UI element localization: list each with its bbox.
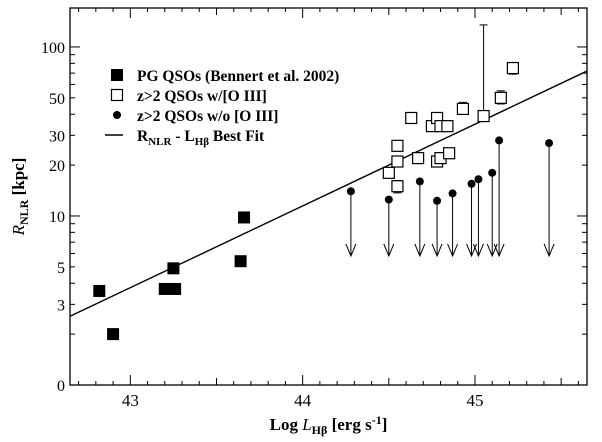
y-tick-label: 50 — [49, 91, 65, 108]
y-tick-label: 30 — [49, 128, 65, 145]
arrow-head — [493, 243, 505, 258]
pg-qso-point — [107, 328, 120, 341]
oiii-qso-point — [391, 180, 404, 193]
legend-marker-filled-circle — [113, 111, 121, 119]
pg-qso-point — [238, 211, 251, 224]
legend-marker-filled-square — [111, 69, 123, 81]
oiii-qso-point — [477, 109, 490, 123]
y-tick-label: 100 — [41, 40, 65, 57]
data-marks-layer — [93, 24, 555, 341]
y-tick-label: 0 — [57, 378, 65, 395]
no-oiii-qso-point — [488, 168, 497, 177]
oiii-qso-point — [456, 102, 470, 116]
pg-qso-point — [169, 282, 182, 295]
no-oiii-qso-point — [415, 177, 424, 186]
y-axis-label: RNLR [kpc] — [9, 158, 31, 237]
arrow-head — [383, 243, 395, 258]
axes: 43 44 45 0 3 5 10 20 30 50 100 Log LHβ [erg s-1] RNL… — [9, 7, 588, 437]
x-tick-label: 44 — [294, 391, 312, 410]
legend-marker-open-square — [110, 88, 124, 102]
arrow-head — [414, 243, 426, 258]
arrow-head — [431, 243, 443, 258]
arrow-head — [543, 243, 555, 258]
pg-qso-point — [93, 284, 106, 297]
pg-qso-point — [234, 255, 247, 268]
series-filled-circle — [345, 136, 555, 258]
no-oiii-qso-point — [433, 196, 442, 205]
legend-label: z>2 QSOs w/o [O III] — [137, 108, 278, 125]
y-tick-label: 3 — [57, 297, 65, 314]
series-filled-square — [93, 211, 251, 341]
no-oiii-qso-point — [384, 195, 393, 204]
legend-label: z>2 QSOs w/[O III] — [137, 88, 267, 105]
oiii-qso-point — [391, 139, 404, 152]
x-axis-label: Log LHβ [erg s-1] — [270, 413, 388, 437]
pg-qso-point — [167, 262, 180, 275]
fit-line — [69, 70, 588, 317]
oiii-qso-point — [494, 91, 507, 104]
arrow-head — [447, 243, 459, 258]
oiii-qso-point — [506, 61, 519, 75]
plot-frame — [69, 7, 588, 386]
oiii-qso-point — [391, 155, 404, 168]
oiii-qso-point — [441, 120, 454, 133]
fit-line-layer — [69, 70, 588, 317]
series-open-square — [382, 24, 519, 194]
legend-label: PG QSOs (Bennert et al. 2002) — [137, 68, 339, 85]
no-oiii-qso-point — [495, 136, 504, 145]
oiii-qso-point — [443, 147, 456, 160]
pg-qso-point — [158, 282, 171, 295]
no-oiii-qso-point — [448, 189, 457, 198]
legend: PG QSOs (Bennert et al. 2002) z>2 QSOs w/… — [105, 68, 339, 148]
arrow-head — [472, 243, 484, 258]
y-tick-label: 5 — [57, 260, 65, 277]
no-oiii-qso-point — [467, 179, 476, 188]
oiii-qso-point — [412, 151, 425, 165]
x-tick-label: 43 — [122, 391, 139, 410]
no-oiii-qso-point — [474, 175, 483, 184]
y-tick-label: 20 — [49, 158, 65, 175]
arrow-head — [345, 243, 357, 258]
oiii-qso-point — [382, 166, 395, 179]
x-tick-label: 45 — [466, 391, 483, 410]
no-oiii-qso-point — [346, 187, 355, 196]
legend-label: RNLR - LHβ Best Fit — [137, 128, 265, 148]
no-oiii-qso-point — [545, 139, 554, 148]
y-tick-label: 10 — [49, 209, 65, 226]
oiii-qso-point — [405, 111, 418, 125]
